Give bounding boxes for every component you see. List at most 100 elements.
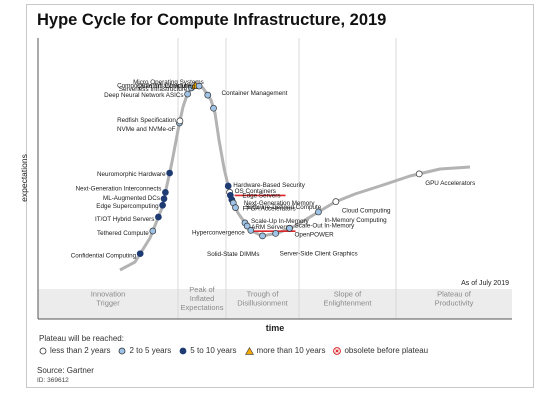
technology-marker: FPGA Accelerators — [232, 204, 296, 213]
phase-dividers — [177, 38, 397, 319]
marker-label: Hyperconvergence — [192, 229, 245, 236]
technology-markers: Confidential Computing Tethered Compute IT… — [71, 79, 476, 260]
marker-dot — [162, 189, 169, 196]
technology-marker: IT/OT Hybrid Servers — [95, 213, 162, 223]
marker-dot — [159, 201, 166, 209]
marker-label: Micro Operating Systems — [133, 79, 204, 86]
marker-dot — [184, 90, 191, 98]
source-note: Source: Gartner — [37, 366, 94, 375]
hype-curve — [119, 83, 471, 272]
legend-label: 2 to 5 years — [129, 346, 172, 355]
marker-dot — [155, 213, 162, 221]
technology-marker: Edge Supercomputing — [96, 201, 166, 210]
marker-label: Deep Neural Network ASICs — [104, 92, 183, 99]
marker-label: Scale-Out In-Memory — [295, 222, 356, 229]
marker-label: Container Management — [222, 90, 288, 97]
technology-marker: Container Management — [210, 90, 288, 112]
marker-label: Neuromorphic Hardware — [97, 171, 166, 178]
legend-label: less than 2 years — [50, 346, 111, 355]
marker-label: Next-Generation Interconnects — [76, 185, 162, 192]
technology-marker: In-Memory Computing — [315, 208, 387, 224]
marker-label: Redfish Specification — [117, 117, 176, 124]
legend-item-gt10: more than 10 years — [244, 346, 326, 355]
technology-marker: Redfish Specification — [117, 117, 184, 125]
marker-label: Cloud Computing — [342, 208, 391, 215]
technology-marker: Cloud Computing — [332, 198, 391, 215]
marker-label: Edge Supercomputing — [96, 203, 159, 210]
marker-dot — [243, 222, 251, 230]
marker-dot — [176, 117, 184, 125]
technology-marker: OpenPOWER — [286, 224, 335, 238]
marker-label: Server-Side Client Graphics — [280, 250, 358, 257]
marker-label: Edge Servers — [242, 192, 280, 199]
marker-dot — [415, 170, 423, 178]
marker-label: FPGA Accelerators — [242, 206, 295, 213]
marker-label: OS Containers — [235, 188, 276, 195]
technology-marker: ML-Augmented DCs — [103, 195, 168, 203]
legend-label: more than 10 years — [256, 346, 326, 355]
technology-marker: Neuromorphic Hardware — [97, 169, 173, 178]
marker-label: NVMe and NVMe-oF — [117, 126, 176, 133]
legend-label: obsolete before plateau — [344, 346, 429, 355]
technology-marker: Hardware-Based Security — [224, 182, 306, 190]
technology-marker: Server-Side Client Graphics — [272, 230, 358, 257]
marker-dot — [136, 250, 144, 258]
phase-label: Peak of Inflated Expectations — [181, 285, 224, 312]
y-axis-label: expectations — [19, 154, 29, 202]
marker-label: Composable Infrastructure — [117, 83, 192, 90]
phase-label: Slope of Enlightenment — [324, 290, 373, 308]
marker-dot — [315, 208, 322, 216]
x-axis-label: time — [266, 323, 285, 333]
phase-band — [38, 289, 512, 319]
marker-dot — [286, 224, 293, 232]
legend-item-5to10: 5 to 10 years — [179, 346, 237, 355]
marker-dot — [204, 91, 212, 99]
marker-label: Scale-Up In-Memory — [251, 218, 310, 225]
legend-label: 5 to 10 years — [190, 346, 237, 355]
marker-dot — [210, 104, 217, 112]
marker-label: Software-Defined Compute — [245, 204, 321, 211]
marker-dot — [247, 227, 255, 234]
marker-label: GPU Accelerators — [425, 180, 475, 187]
marker-label: Serverless Infrastructure — [119, 86, 188, 93]
source-id: ID: 369612 — [37, 377, 69, 384]
marker-dot — [160, 195, 168, 203]
marker-label: Quantum Computing — [137, 83, 196, 90]
marker-label: OpenPOWER — [295, 231, 335, 238]
marker-dot — [195, 82, 203, 90]
marker-label: ARM Servers — [251, 224, 288, 231]
marker-label: IT/OT Hybrid Servers — [95, 216, 154, 223]
phase-labels: Innovation Trigger Peak of Inflated Expectat… — [91, 285, 474, 312]
marker-label: Tethered Compute — [97, 230, 149, 237]
marker-label: Confidential Computing — [71, 253, 137, 260]
technology-marker: Deep Neural Network ASICs — [104, 90, 191, 99]
marker-label: ML-Augmented DCs — [103, 195, 160, 202]
marker-dot — [259, 232, 266, 240]
technology-marker: Solid-State DIMMs — [207, 232, 266, 258]
legend: less than 2 years 2 to 5 years 5 to 10 y… — [39, 346, 428, 355]
marker-dot — [272, 230, 279, 237]
marker-dot — [332, 198, 340, 206]
technology-marker: Micro Operating Systems — [133, 79, 212, 99]
phase-label: Trough of Disillusionment — [237, 290, 288, 308]
marker-dot — [232, 204, 239, 211]
chart-title: Hype Cycle for Compute Infrastructure, 2… — [37, 11, 387, 29]
technology-marker: GPU Accelerators — [415, 170, 475, 187]
technology-marker: Quantum Computing — [137, 82, 203, 90]
marker-dot — [166, 169, 173, 177]
technology-marker: Hyperconvergence — [192, 227, 255, 236]
phase-label: Innovation Trigger — [91, 290, 126, 308]
technology-marker: Confidential Computing — [71, 250, 144, 260]
legend-item-lt2: less than 2 years — [39, 346, 110, 355]
as-of-note: As of July 2019 — [461, 280, 509, 287]
phase-label: Plateau of Productivity — [435, 290, 474, 308]
legend-title: Plateau will be reached: — [39, 334, 124, 343]
legend-item-obsolete: obsolete before plateau — [333, 346, 428, 355]
marker-label: Solid-State DIMMs — [207, 251, 260, 258]
technology-marker: Tethered Compute — [97, 227, 157, 237]
marker-label: Hardware-Based Security — [233, 182, 306, 189]
marker-label: Next-Generation Memory — [244, 200, 316, 207]
marker-dot — [224, 182, 232, 190]
marker-label: In-Memory Computing — [324, 217, 387, 224]
